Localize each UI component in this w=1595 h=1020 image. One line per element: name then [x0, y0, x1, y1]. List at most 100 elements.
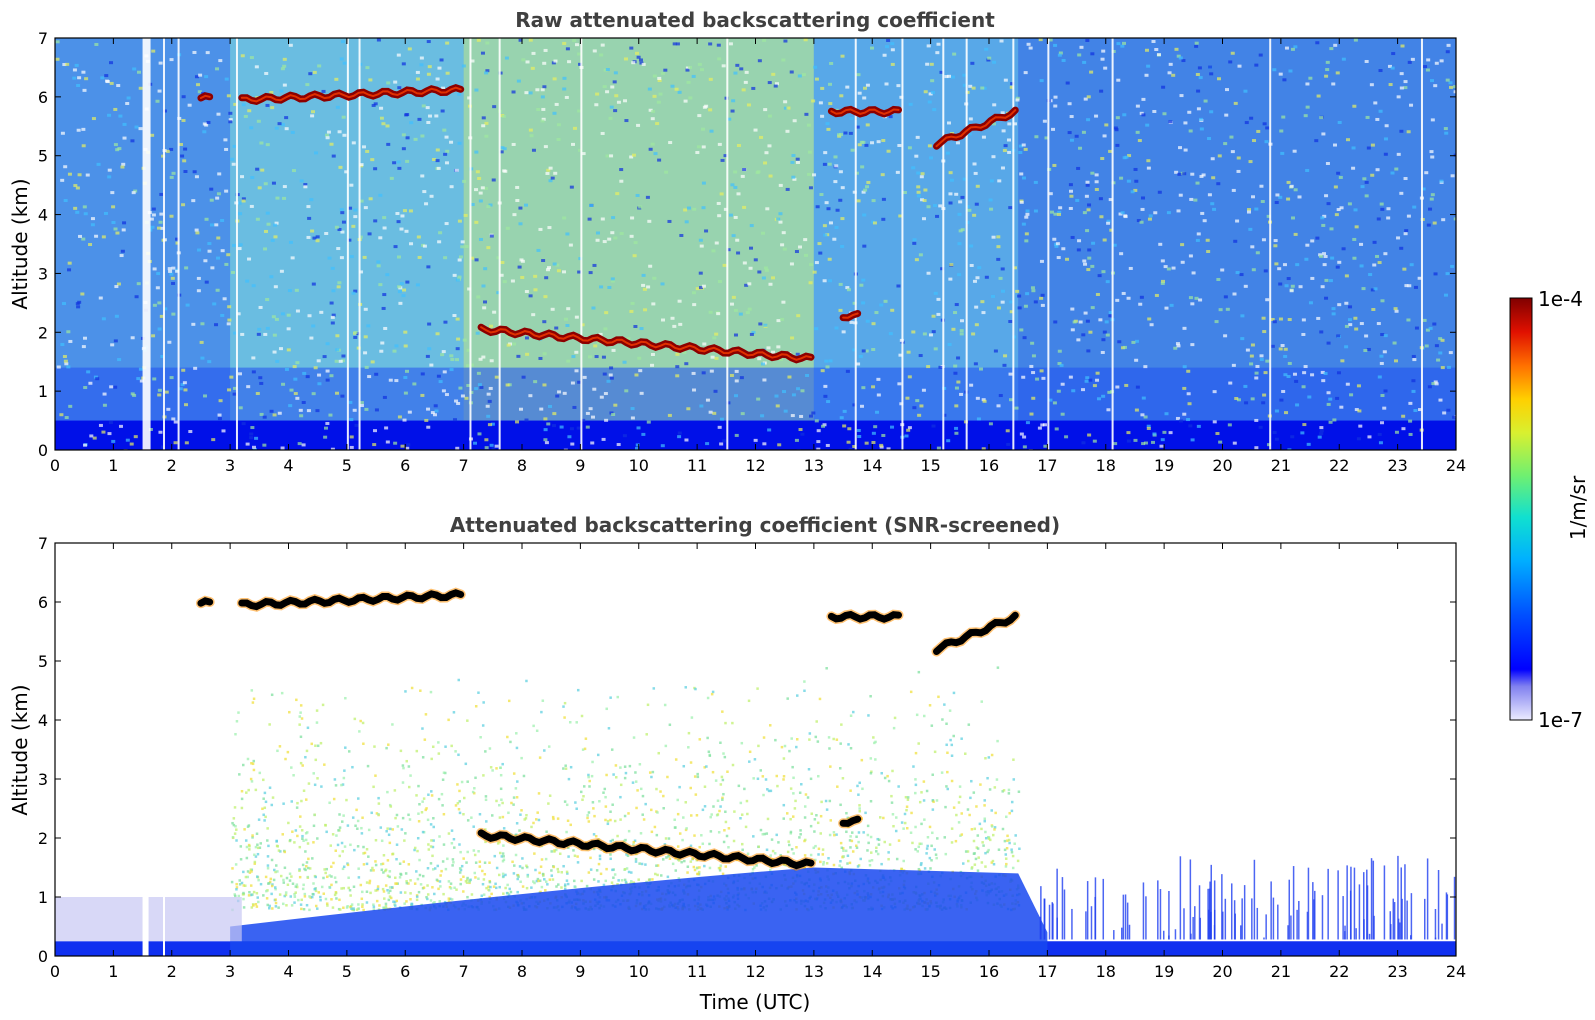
heatmap-speckle [887, 851, 890, 854]
heatmap-speckle [683, 208, 688, 212]
heatmap-speckle [1272, 68, 1277, 72]
heatmap-speckle [462, 812, 465, 816]
heatmap-speckle [729, 373, 734, 377]
heatmap-speckle [238, 883, 242, 886]
heatmap-speckle [695, 151, 700, 155]
heatmap-speckle [447, 832, 451, 835]
heatmap-speckle [1339, 206, 1344, 210]
heatmap-speckle [364, 365, 369, 369]
heatmap-speckle [495, 799, 498, 803]
heatmap-speckle [1386, 216, 1391, 220]
heatmap-speckle [237, 372, 242, 376]
heatmap-speckle [540, 95, 545, 99]
heatmap-speckle [422, 797, 426, 800]
heatmap-speckle [687, 65, 692, 69]
heatmap-speckle [55, 57, 60, 61]
heatmap-speckle [814, 419, 819, 423]
heatmap-speckle [496, 256, 501, 260]
heatmap-speckle [543, 878, 546, 881]
heatmap-speckle [388, 803, 392, 807]
heatmap-speckle [381, 306, 386, 310]
heatmap-speckle [1275, 193, 1280, 197]
heatmap-speckle [307, 314, 312, 318]
heatmap-speckle [282, 57, 287, 61]
heatmap-speckle [839, 841, 843, 845]
heatmap-speckle [338, 826, 342, 829]
heatmap-speckle [276, 749, 279, 753]
heatmap-speckle [822, 863, 825, 866]
heatmap-speckle [277, 122, 282, 126]
heatmap-speckle [1399, 86, 1404, 90]
heatmap-speckle [346, 905, 349, 908]
heatmap-speckle [954, 303, 959, 307]
heatmap-speckle [813, 65, 818, 69]
heatmap-speckle [1295, 403, 1300, 407]
heatmap-speckle [374, 372, 379, 376]
heatmap-speckle [341, 354, 346, 358]
heatmap-speckle [752, 835, 755, 838]
heatmap-speckle [920, 198, 925, 202]
heatmap-speckle [987, 848, 990, 852]
heatmap-speckle [384, 907, 388, 910]
heatmap-speckle [606, 822, 610, 826]
heatmap-speckle [245, 442, 250, 446]
heatmap-speckle [789, 262, 794, 266]
heatmap-speckle [1228, 60, 1233, 64]
heatmap-speckle [883, 299, 888, 303]
heatmap-speckle [136, 282, 141, 286]
heatmap-speckle [447, 897, 451, 900]
heatmap-speckle [1086, 349, 1091, 353]
heatmap-speckle [1347, 318, 1352, 322]
heatmap-speckle [437, 240, 442, 244]
heatmap-speckle [1220, 268, 1225, 272]
heatmap-speckle [1202, 219, 1207, 223]
heatmap-speckle [731, 295, 736, 299]
heatmap-speckle [476, 38, 481, 42]
heatmap-speckle [611, 838, 614, 842]
heatmap-speckle [1436, 358, 1441, 362]
heatmap-speckle [874, 311, 879, 315]
heatmap-speckle [875, 850, 878, 853]
heatmap-speckle [1428, 207, 1433, 211]
heatmap-speckle [349, 905, 352, 909]
heatmap-speckle [548, 794, 552, 797]
heatmap-speckle [595, 92, 600, 96]
heatmap-speckle [906, 428, 911, 432]
heatmap-speckle [840, 846, 844, 850]
heatmap-speckle [840, 54, 845, 58]
heatmap-speckle [269, 409, 274, 413]
heatmap-speckle [819, 193, 824, 197]
heatmap-speckle [73, 184, 78, 188]
heatmap-speckle [341, 220, 346, 224]
heatmap-speckle [595, 231, 600, 235]
heatmap-speckle [564, 767, 568, 770]
heatmap-speckle [1379, 354, 1384, 358]
heatmap-speckle [535, 879, 539, 883]
heatmap-speckle [719, 442, 724, 446]
heatmap-speckle [543, 145, 548, 149]
heatmap-speckle [449, 354, 454, 358]
heatmap-speckle [639, 327, 644, 331]
heatmap-speckle [118, 114, 123, 118]
heatmap-speckle [850, 839, 854, 843]
heatmap-speckle [914, 154, 919, 158]
heatmap-speckle [336, 247, 341, 251]
heatmap-speckle [977, 856, 980, 859]
heatmap-speckle [859, 140, 864, 144]
heatmap-speckle [927, 100, 932, 104]
heatmap-speckle [287, 821, 290, 825]
heatmap-speckle [792, 776, 795, 780]
heatmap-speckle [363, 206, 368, 210]
heatmap-speckle [684, 686, 688, 689]
heatmap-speckle [138, 367, 143, 371]
heatmap-speckle [427, 848, 431, 851]
heatmap-speckle [539, 890, 542, 894]
heatmap-speckle [811, 411, 816, 415]
heatmap-speckle [512, 796, 516, 799]
heatmap-speckle [419, 883, 423, 886]
heatmap-speckle [1038, 38, 1043, 42]
heatmap-speckle [1256, 129, 1261, 133]
heatmap-speckle [767, 789, 771, 793]
heatmap-speckle [624, 771, 628, 775]
heatmap-speckle [356, 827, 359, 830]
